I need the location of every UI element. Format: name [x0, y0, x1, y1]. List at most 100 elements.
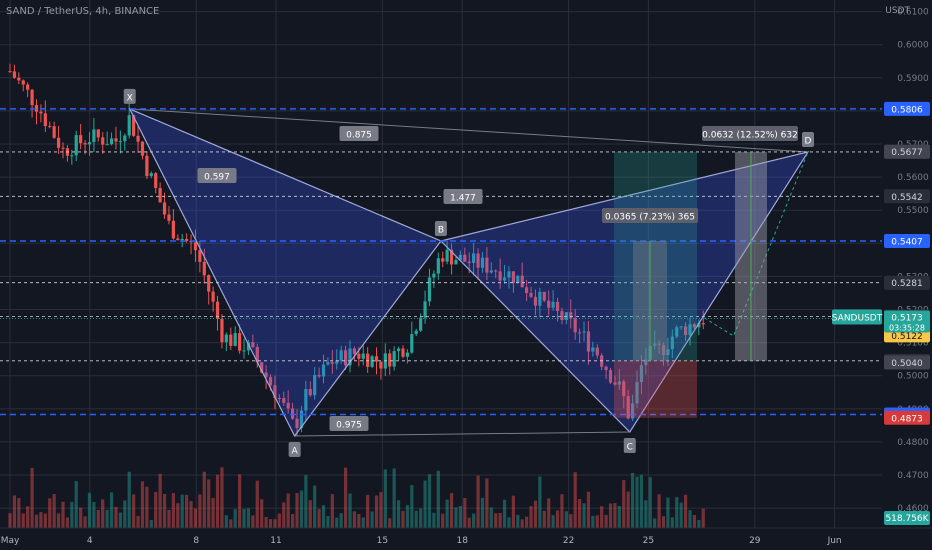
price-level-label: 0.4873 — [891, 414, 923, 424]
candle-body — [127, 115, 131, 136]
candle-body — [555, 301, 560, 312]
time-tick-label: 18 — [456, 536, 468, 546]
candle-body — [688, 324, 692, 336]
ratio-label: 0.975 — [336, 421, 362, 431]
volume-bar — [348, 493, 352, 528]
volume-bar — [511, 495, 515, 528]
candle-body — [52, 126, 56, 138]
time-tick-label: 25 — [643, 536, 654, 546]
candle-body — [202, 261, 206, 276]
volume-bar — [277, 513, 281, 528]
volume-bar — [661, 516, 666, 528]
volume-tag-bg — [884, 511, 930, 525]
volume-bar — [154, 491, 158, 528]
pattern-point-a-bg — [288, 441, 301, 457]
candle-body — [8, 71, 12, 73]
candle-body — [630, 403, 635, 419]
candle-body — [83, 143, 87, 145]
volume-label: 518.756K — [885, 514, 929, 524]
candle-body — [308, 389, 312, 396]
candle-body — [87, 142, 92, 145]
candle-body — [154, 173, 158, 189]
volume-bar — [34, 514, 39, 528]
candle-body — [207, 275, 211, 292]
volume-bar — [489, 507, 493, 528]
volume-bar — [167, 509, 171, 528]
volume-bar — [158, 473, 162, 528]
candle-body — [467, 261, 471, 264]
candle-body — [639, 365, 644, 383]
volume-bar — [498, 513, 502, 528]
price-tick-label: 0.5600 — [897, 173, 929, 183]
measure-label-1: 0.0365 (7.23%) 365 — [605, 213, 695, 223]
volume-bar — [374, 495, 379, 528]
candle-body — [74, 135, 78, 156]
volume-bar — [396, 500, 401, 528]
volume-bar — [573, 472, 577, 528]
volume-bar — [626, 491, 630, 528]
volume-bar — [87, 492, 92, 528]
candle-body — [595, 347, 599, 356]
candle-body — [326, 362, 330, 365]
candle-body — [339, 350, 343, 361]
volume-bar — [697, 519, 701, 528]
volume-bar — [657, 494, 661, 528]
candle-body — [542, 291, 546, 301]
volume-bar — [176, 503, 180, 528]
time-tick-label: 15 — [377, 536, 388, 546]
volume-bar — [502, 499, 507, 528]
volume-bar — [52, 494, 56, 528]
volume-bar — [595, 515, 599, 528]
candle-body — [238, 333, 242, 351]
pattern-point-c-bg — [623, 438, 636, 453]
candle-body — [273, 385, 277, 398]
volume-bar — [8, 513, 12, 528]
candle-body — [379, 361, 383, 369]
candle-body — [224, 334, 228, 343]
pattern-triangle-xab — [128, 107, 442, 438]
candle-body — [251, 342, 255, 348]
volume-bar — [405, 505, 410, 528]
volume-bar — [48, 498, 52, 528]
candle-body — [454, 259, 458, 265]
candle-body — [396, 348, 401, 352]
candle-body — [246, 342, 251, 351]
volume-bar — [613, 503, 617, 528]
candle-body — [657, 343, 661, 345]
time-tick-label: 29 — [749, 536, 761, 546]
pattern-point-d-bg — [802, 131, 814, 147]
volume-bar — [352, 511, 357, 528]
volume-bar — [675, 497, 679, 528]
price-label-bg — [884, 144, 930, 159]
volume-bar — [326, 516, 330, 528]
volume-bar — [547, 498, 551, 528]
pattern-point-b: B — [438, 225, 444, 235]
candle-body — [109, 138, 114, 145]
candle-body — [264, 372, 268, 378]
chart-title: SAND / TetherUS, 4h, BINANCE — [6, 6, 160, 17]
candle-body — [92, 129, 96, 143]
volume-bar — [207, 479, 211, 528]
volume-bar — [564, 511, 568, 528]
volume-bar — [211, 498, 215, 528]
candle-body — [167, 214, 171, 221]
candle-body — [670, 336, 674, 350]
ratio-line-ac — [294, 431, 630, 437]
candle-body — [118, 141, 122, 143]
candle-body — [533, 296, 538, 306]
candle-body — [617, 381, 621, 385]
volume-bar — [630, 472, 635, 528]
volume-bar — [555, 510, 560, 528]
volume-bar — [17, 498, 21, 528]
candle-body — [313, 375, 317, 396]
volume-bar — [485, 478, 489, 528]
candle-body — [666, 349, 670, 356]
candle-body — [48, 126, 52, 128]
candle-body — [176, 238, 180, 241]
candle-body — [282, 398, 286, 403]
candle-body — [198, 250, 202, 262]
volume-bar — [582, 503, 586, 528]
price-tick-label: 0.5000 — [897, 372, 929, 382]
volume-bar — [70, 501, 74, 528]
